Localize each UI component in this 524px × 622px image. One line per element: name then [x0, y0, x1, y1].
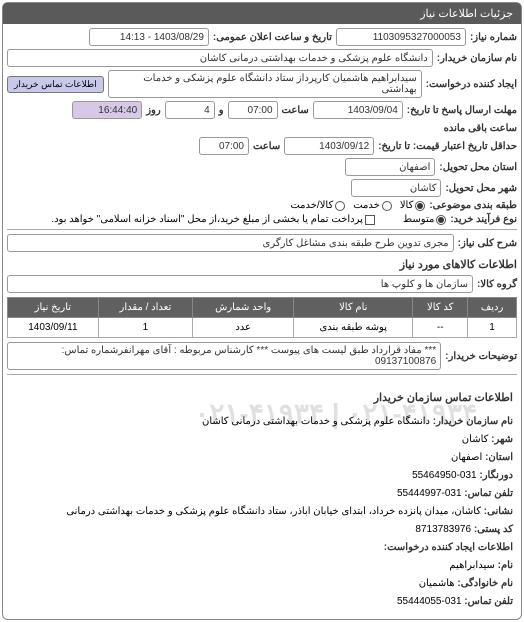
creator-label: ایجاد کننده درخواست:	[426, 79, 517, 90]
need-desc-label: شرح کلی نیاز:	[458, 238, 517, 249]
reply-deadline-label: مهلت ارسال پاسخ تا تاریخ:	[407, 105, 517, 116]
province-field: اصفهان	[345, 158, 435, 176]
goods-section-title: اطلاعات کالاهای مورد نیاز	[7, 258, 517, 271]
city-label: شهر محل تحویل:	[445, 183, 517, 194]
reply-date-field: 1403/09/04	[313, 101, 403, 119]
province-label: استان محل تحویل:	[439, 162, 517, 173]
panel-header: جزئیات اطلاعات نیاز	[3, 3, 521, 24]
radio-khadamat[interactable]: خدمت	[353, 200, 392, 211]
announce-dt-label: تاریخ و ساعت اعلان عمومی:	[213, 32, 332, 43]
category-type-label: طبقه بندی موضوعی:	[429, 200, 517, 211]
category-radio-group: کالا خدمت کالا/خدمت	[290, 200, 425, 211]
radio-kala[interactable]: کالا	[400, 200, 426, 211]
remaining-label: ساعت باقی مانده	[444, 123, 517, 134]
table-header: تاریخ نیاز	[8, 298, 99, 318]
table-row: 1--پوشه طبقه بندیعدد11403/09/11	[8, 318, 517, 338]
radio-motavaset[interactable]: متوسط	[403, 214, 446, 225]
goods-group-label: گروه کالا:	[477, 279, 517, 290]
buyer-name-field: دانشگاه علوم پزشکی و خدمات بهداشتی درمان…	[7, 49, 433, 67]
buyer-name-label: نام سازمان خریدار:	[437, 53, 517, 64]
creator-field: سیدابراهیم هاشمیان کارپرداز ستاد دانشگاه…	[108, 70, 422, 98]
table-header: تعداد / مقدار	[98, 298, 192, 318]
announce-dt-field: 1403/08/29 - 14:13	[89, 28, 209, 46]
contact-section-title: اطلاعات تماس سازمان خریدار	[11, 389, 513, 409]
notes-label: توضیحات خریدار:	[445, 351, 517, 362]
contact-section: ۰۲۱-۴۱۹۳۴ | ۰۲۱-۴۱۹۳۴ اطلاعات تماس سازما…	[7, 379, 517, 615]
table-header: نام کالا	[294, 298, 413, 318]
days-remaining-field: 4	[165, 101, 215, 119]
time-label-1: ساعت	[282, 105, 309, 116]
table-header: واحد شمارش	[193, 298, 294, 318]
min-validity-date-field: 1403/09/12	[284, 137, 374, 155]
day-label: روز	[146, 105, 161, 116]
buyer-contact-button[interactable]: اطلاعات تماس خریدار	[7, 76, 104, 93]
remaining-time-field: 16:44:40	[72, 101, 142, 119]
radio-kala-khadamat[interactable]: کالا/خدمت	[290, 200, 345, 211]
min-validity-label: حداقل تاریخ اعتبار قیمت: تا تاریخ:	[378, 141, 517, 152]
payment-checkbox[interactable]: پرداخت تمام یا بخشی از مبلغ خرید،از محل …	[51, 214, 375, 225]
min-validity-time-field: 07:00	[199, 137, 249, 155]
need-desc-field: مجری تدوین طرح طبقه بندی مشاغل کارگری	[7, 234, 454, 252]
city-field: کاشان	[351, 179, 441, 197]
notes-field: *** مفاد قرارداد طبق لیست های پیوست *** …	[7, 342, 441, 370]
request-no-label: شماره نیاز:	[470, 32, 517, 43]
reply-time-field: 07:00	[228, 101, 278, 119]
process-type-label: نوع فرآیند خرید:	[450, 214, 517, 225]
goods-table: ردیفکد کالانام کالاواحد شمارشتعداد / مقد…	[7, 297, 517, 338]
request-no-field: 1103095327000053	[336, 28, 466, 46]
and-label: و	[219, 105, 224, 116]
table-header: ردیف	[468, 298, 517, 318]
time-label-2: ساعت	[253, 141, 280, 152]
goods-group-field: سازمان ها و کلوپ ها	[7, 275, 473, 293]
table-header: کد کالا	[413, 298, 468, 318]
